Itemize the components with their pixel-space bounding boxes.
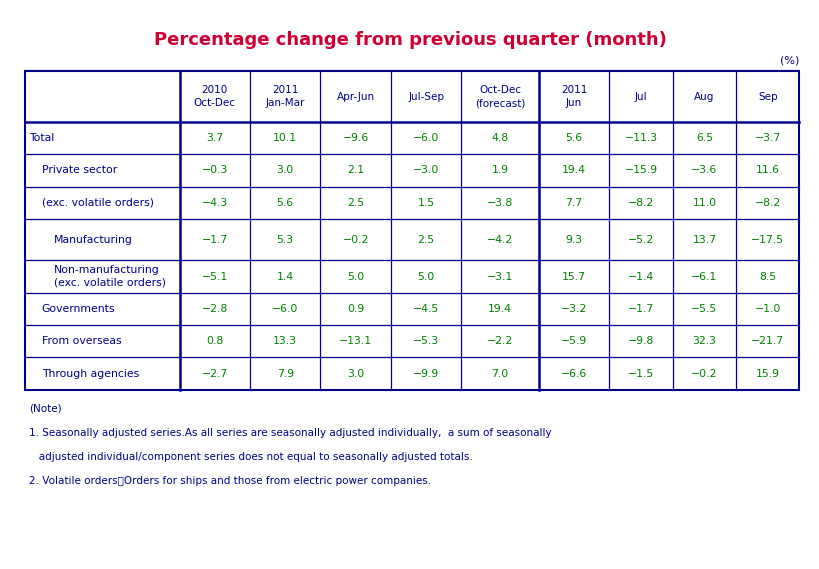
Text: 15.9: 15.9 <box>755 369 779 378</box>
Text: 7.9: 7.9 <box>276 369 293 378</box>
Text: −6.6: −6.6 <box>560 369 586 378</box>
Text: 15.7: 15.7 <box>561 271 586 282</box>
Text: −5.9: −5.9 <box>560 336 586 347</box>
Text: 3.0: 3.0 <box>346 369 364 378</box>
Text: Apr-Jun: Apr-Jun <box>337 92 374 101</box>
Text: −3.0: −3.0 <box>413 166 439 175</box>
Text: −9.6: −9.6 <box>342 133 369 143</box>
Text: 0.8: 0.8 <box>206 336 223 347</box>
Text: 5.0: 5.0 <box>346 271 364 282</box>
Text: 13.7: 13.7 <box>691 234 716 245</box>
Text: Aug: Aug <box>694 92 713 101</box>
Text: −17.5: −17.5 <box>750 234 784 245</box>
Text: 5.3: 5.3 <box>276 234 293 245</box>
Text: Manufacturing: Manufacturing <box>54 234 133 245</box>
Text: 19.4: 19.4 <box>561 166 586 175</box>
Text: −2.8: −2.8 <box>201 304 228 314</box>
Text: −13.1: −13.1 <box>339 336 372 347</box>
Text: −0.2: −0.2 <box>690 369 717 378</box>
Text: −21.7: −21.7 <box>750 336 784 347</box>
Text: −5.5: −5.5 <box>690 304 717 314</box>
Text: −3.7: −3.7 <box>753 133 780 143</box>
Text: 13.3: 13.3 <box>273 336 296 347</box>
Text: 3.0: 3.0 <box>276 166 293 175</box>
Text: 7.7: 7.7 <box>565 198 582 208</box>
Text: −2.7: −2.7 <box>201 369 228 378</box>
Text: 2.5: 2.5 <box>417 234 434 245</box>
Text: 9.3: 9.3 <box>565 234 582 245</box>
Text: −0.2: −0.2 <box>342 234 369 245</box>
Text: −6.1: −6.1 <box>690 271 717 282</box>
Text: From overseas: From overseas <box>42 336 121 347</box>
Text: −0.3: −0.3 <box>201 166 228 175</box>
Text: (exc. volatile orders): (exc. volatile orders) <box>42 198 154 208</box>
Text: Non-manufacturing
(exc. volatile orders): Non-manufacturing (exc. volatile orders) <box>54 265 166 288</box>
Text: Through agencies: Through agencies <box>42 369 139 378</box>
Text: Sep: Sep <box>757 92 776 101</box>
Text: −6.0: −6.0 <box>413 133 439 143</box>
Text: −3.1: −3.1 <box>486 271 513 282</box>
Text: 4.8: 4.8 <box>491 133 508 143</box>
Text: 19.4: 19.4 <box>487 304 512 314</box>
Text: 5.6: 5.6 <box>276 198 293 208</box>
Text: 11.6: 11.6 <box>755 166 779 175</box>
Text: 1.9: 1.9 <box>491 166 508 175</box>
Text: 10.1: 10.1 <box>273 133 297 143</box>
Text: 0.9: 0.9 <box>346 304 364 314</box>
Text: 6.5: 6.5 <box>695 133 712 143</box>
Text: 2011
Jan-Mar: 2011 Jan-Mar <box>265 85 305 108</box>
Text: −3.2: −3.2 <box>560 304 586 314</box>
Text: 2010
Oct-Dec: 2010 Oct-Dec <box>193 85 236 108</box>
Text: −3.6: −3.6 <box>690 166 717 175</box>
Text: 1. Seasonally adjusted series.As all series are seasonally adjusted individually: 1. Seasonally adjusted series.As all ser… <box>29 428 550 438</box>
Text: Private sector: Private sector <box>42 166 117 175</box>
Text: Jul: Jul <box>634 92 646 101</box>
Text: −11.3: −11.3 <box>624 133 657 143</box>
Text: 2. Volatile orders：Orders for ships and those from electric power companies.: 2. Volatile orders：Orders for ships and … <box>29 476 430 486</box>
Text: −3.8: −3.8 <box>486 198 513 208</box>
Text: −1.0: −1.0 <box>753 304 780 314</box>
Text: 1.5: 1.5 <box>417 198 434 208</box>
Text: 7.0: 7.0 <box>491 369 508 378</box>
Text: (Note): (Note) <box>29 404 61 414</box>
Text: −15.9: −15.9 <box>624 166 657 175</box>
Text: 5.6: 5.6 <box>565 133 582 143</box>
Text: −1.4: −1.4 <box>627 271 654 282</box>
Text: 2.5: 2.5 <box>346 198 364 208</box>
Text: −4.3: −4.3 <box>201 198 228 208</box>
Text: Percentage change from previous quarter (month): Percentage change from previous quarter … <box>153 31 666 50</box>
Text: Governments: Governments <box>42 304 115 314</box>
Text: 32.3: 32.3 <box>691 336 716 347</box>
Text: −4.2: −4.2 <box>486 234 513 245</box>
Text: −8.2: −8.2 <box>627 198 654 208</box>
Text: 11.0: 11.0 <box>691 198 716 208</box>
Text: adjusted individual/component series does not equal to seasonally adjusted total: adjusted individual/component series doe… <box>29 452 472 462</box>
Text: −5.1: −5.1 <box>201 271 228 282</box>
Text: Jul-Sep: Jul-Sep <box>408 92 444 101</box>
Text: −8.2: −8.2 <box>753 198 780 208</box>
Text: −1.7: −1.7 <box>201 234 228 245</box>
Text: −1.7: −1.7 <box>627 304 654 314</box>
Text: −9.9: −9.9 <box>413 369 439 378</box>
Text: (%): (%) <box>779 55 799 65</box>
Text: −6.0: −6.0 <box>272 304 298 314</box>
Text: Oct-Dec
(forecast): Oct-Dec (forecast) <box>474 85 525 108</box>
Text: 2.1: 2.1 <box>346 166 364 175</box>
Text: 8.5: 8.5 <box>758 271 776 282</box>
Text: −4.5: −4.5 <box>413 304 439 314</box>
Bar <box>25 71 799 390</box>
Text: 1.4: 1.4 <box>276 271 293 282</box>
Text: −5.2: −5.2 <box>627 234 654 245</box>
Text: −9.8: −9.8 <box>627 336 654 347</box>
Text: −2.2: −2.2 <box>486 336 513 347</box>
Text: 3.7: 3.7 <box>206 133 223 143</box>
Text: 5.0: 5.0 <box>417 271 434 282</box>
Text: Total: Total <box>29 133 55 143</box>
Text: −5.3: −5.3 <box>413 336 439 347</box>
Text: −1.5: −1.5 <box>627 369 654 378</box>
Text: 2011
Jun: 2011 Jun <box>560 85 586 108</box>
